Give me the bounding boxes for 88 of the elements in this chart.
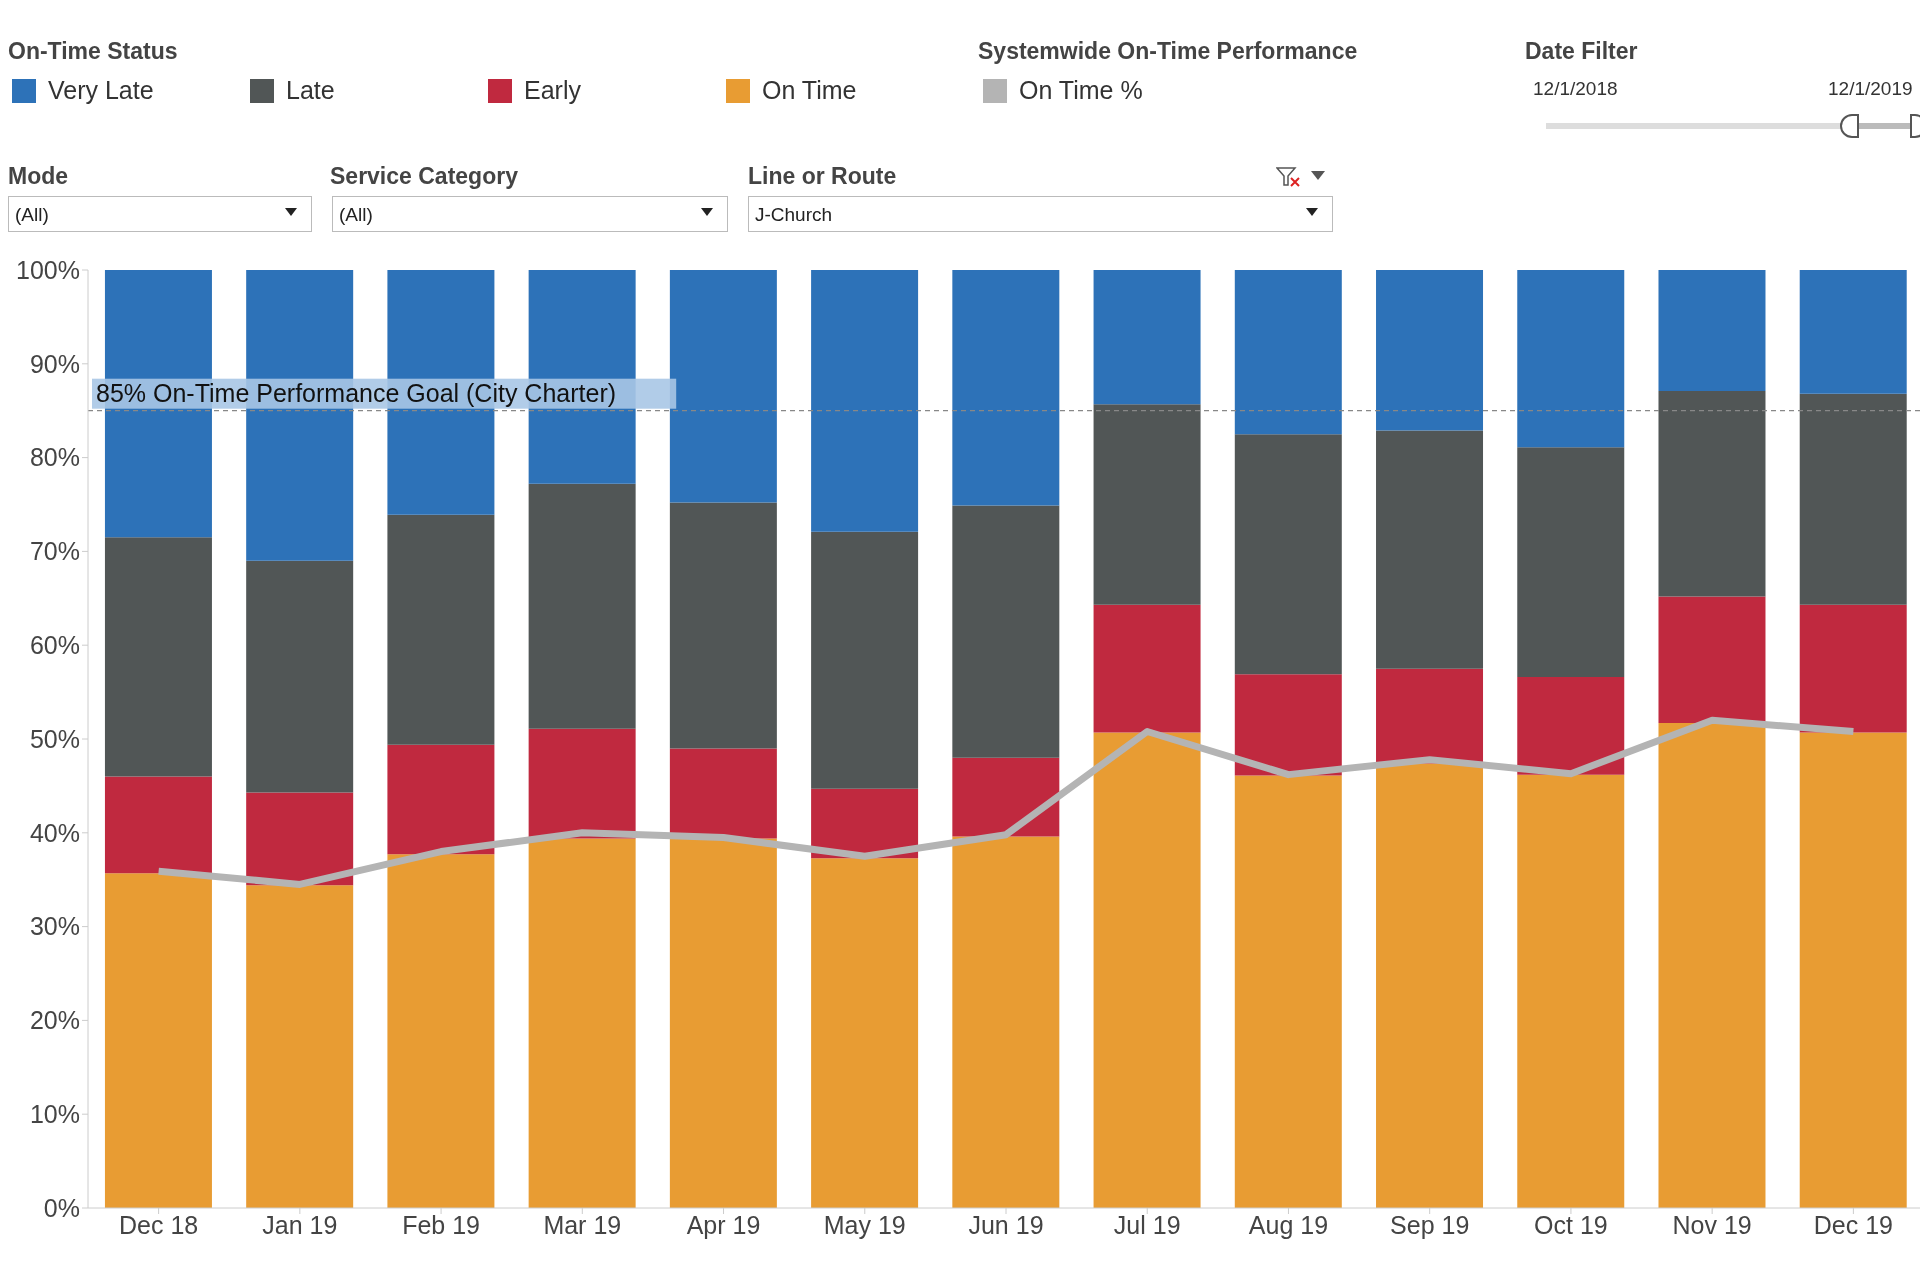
x-tick-label: May 19 [823, 1210, 906, 1239]
bar [1517, 447, 1625, 678]
bar [1517, 774, 1625, 1208]
text: Date Filter [1525, 38, 1638, 65]
x-tick-label: Oct 19 [1534, 1210, 1608, 1239]
bar [1234, 270, 1342, 435]
bar [1658, 270, 1766, 391]
bar [952, 757, 1060, 837]
x-tick-label: Jul 19 [1113, 1210, 1181, 1239]
y-tick-label: 40% [29, 818, 80, 847]
text: Line or Route [748, 163, 897, 190]
bar [246, 885, 354, 1208]
y-tick-label: 90% [29, 349, 80, 378]
text: Mode [8, 163, 69, 190]
bar [811, 531, 919, 789]
bar [952, 836, 1060, 1208]
y-tick-label: 30% [29, 912, 80, 941]
bar [1376, 430, 1484, 669]
x-tick-label: Apr 19 [686, 1210, 761, 1239]
bar [1658, 596, 1766, 724]
bar [811, 270, 919, 532]
bar [1234, 674, 1342, 776]
bar [104, 776, 212, 874]
x-tick-label: Jan 19 [262, 1210, 338, 1239]
text: Systemwide On-Time Performance [978, 38, 1358, 65]
bar [1658, 391, 1766, 597]
x-tick-label: Aug 19 [1248, 1210, 1329, 1239]
y-tick-label: 80% [29, 443, 80, 472]
bar [1517, 270, 1625, 448]
bar [104, 873, 212, 1208]
text: (All) [8, 196, 312, 232]
legend-label: Very Late [47, 76, 154, 105]
bar [1799, 270, 1907, 394]
text: 12/1/2019 [1828, 78, 1913, 100]
bar [246, 560, 354, 793]
y-tick-label: 70% [29, 537, 80, 566]
legend-label: On Time [761, 76, 857, 105]
text: J-Church [748, 196, 1333, 232]
legend-title: On-Time Status [8, 38, 178, 65]
x-tick-label: Nov 19 [1672, 1210, 1752, 1239]
bar [1234, 775, 1342, 1208]
x-tick-label: Sep 19 [1390, 1210, 1470, 1239]
bar [669, 838, 777, 1208]
y-tick-label: 10% [29, 1100, 80, 1129]
bar [104, 537, 212, 777]
bar [246, 792, 354, 886]
legend-label: Early [523, 76, 581, 105]
bar [811, 858, 919, 1208]
bar [1093, 404, 1201, 605]
bar [528, 483, 636, 729]
y-tick-label: 0% [43, 1193, 80, 1222]
y-tick-label: 60% [29, 631, 80, 660]
bar [669, 270, 777, 503]
text: 12/1/2018 [1533, 78, 1618, 100]
x-tick-label: Feb 19 [402, 1210, 480, 1239]
bar [1799, 393, 1907, 605]
bar [387, 854, 495, 1208]
x-tick-label: Jun 19 [968, 1210, 1044, 1239]
bar [1093, 732, 1201, 1208]
bar [669, 748, 777, 839]
bar [669, 502, 777, 749]
bar [1376, 270, 1484, 431]
bar [387, 744, 495, 855]
bar [528, 728, 636, 839]
legend-label: On Time % [1018, 76, 1143, 105]
bar [1799, 732, 1907, 1208]
bar [952, 270, 1060, 506]
bar [1517, 677, 1625, 775]
y-tick-label: 20% [29, 1006, 80, 1035]
bar [1799, 604, 1907, 733]
bar [1234, 434, 1342, 675]
y-tick-label: 100% [16, 255, 80, 284]
text: Service Category [330, 163, 518, 190]
bar [1658, 723, 1766, 1208]
bar [1376, 668, 1484, 764]
bar [387, 514, 495, 745]
bar [528, 838, 636, 1208]
x-tick-label: Mar 19 [543, 1210, 622, 1239]
ref-line-label: 85% On-Time Performance Goal (City Charter) [96, 378, 617, 407]
x-tick-label: Dec 18 [119, 1210, 199, 1239]
legend-label: Late [285, 76, 335, 105]
bar [1093, 270, 1201, 405]
y-tick-label: 50% [29, 724, 80, 753]
bar [952, 505, 1060, 758]
bar [1376, 763, 1484, 1208]
x-tick-label: Dec 19 [1813, 1210, 1893, 1239]
bar [1093, 604, 1201, 733]
text: (All) [332, 196, 728, 232]
